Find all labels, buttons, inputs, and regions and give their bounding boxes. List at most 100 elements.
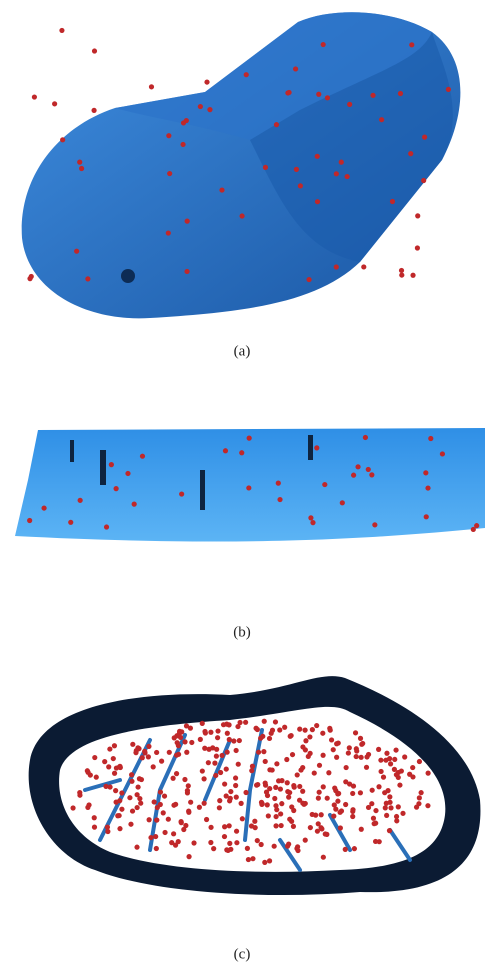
marker xyxy=(117,813,122,818)
marker xyxy=(300,744,305,749)
marker xyxy=(208,825,213,830)
marker xyxy=(79,166,84,171)
marker xyxy=(171,831,176,836)
marker xyxy=(286,90,291,95)
marker xyxy=(249,768,254,773)
marker xyxy=(105,825,110,830)
marker xyxy=(213,773,218,778)
marker xyxy=(369,801,374,806)
marker xyxy=(225,750,230,755)
marker xyxy=(181,120,186,125)
marker xyxy=(202,729,207,734)
marker xyxy=(125,471,130,476)
marker xyxy=(236,762,241,767)
marker xyxy=(331,814,336,819)
marker xyxy=(201,776,206,781)
marker xyxy=(274,122,279,127)
marker xyxy=(208,730,213,735)
marker xyxy=(373,821,378,826)
marker xyxy=(233,775,238,780)
marker xyxy=(92,825,97,830)
marker xyxy=(92,815,97,820)
marker xyxy=(394,814,399,819)
bone-sample-b xyxy=(15,428,485,541)
marker xyxy=(259,802,264,807)
marker xyxy=(166,133,171,138)
marker xyxy=(319,812,324,817)
marker xyxy=(361,264,366,269)
marker xyxy=(265,802,270,807)
marker xyxy=(263,759,268,764)
marker xyxy=(363,435,368,440)
marker xyxy=(382,790,387,795)
marker xyxy=(279,801,284,806)
marker xyxy=(360,741,365,746)
marker xyxy=(327,726,332,731)
marker xyxy=(383,805,388,810)
marker xyxy=(300,801,305,806)
marker xyxy=(322,482,327,487)
marker xyxy=(308,751,313,756)
marker xyxy=(234,795,239,800)
marker xyxy=(339,808,344,813)
marker xyxy=(388,761,393,766)
marker xyxy=(197,805,202,810)
marker xyxy=(274,761,279,766)
marker xyxy=(267,858,272,863)
marker xyxy=(138,801,143,806)
marker xyxy=(204,79,209,84)
marker xyxy=(207,107,212,112)
marker xyxy=(246,485,251,490)
marker xyxy=(29,274,34,279)
marker xyxy=(152,799,157,804)
marker xyxy=(200,721,205,726)
marker xyxy=(274,814,279,819)
marker xyxy=(129,772,134,777)
marker xyxy=(91,108,96,113)
marker xyxy=(161,810,166,815)
marker xyxy=(387,800,392,805)
marker xyxy=(224,793,229,798)
marker xyxy=(297,727,302,732)
marker xyxy=(400,811,405,816)
marker xyxy=(384,751,389,756)
marker xyxy=(334,755,339,760)
caption: (a) xyxy=(234,343,251,359)
marker xyxy=(184,723,189,728)
marker xyxy=(371,816,376,821)
marker xyxy=(224,847,229,852)
marker xyxy=(212,761,217,766)
marker xyxy=(303,738,308,743)
caption: (c) xyxy=(234,946,251,962)
marker xyxy=(243,790,248,795)
marker xyxy=(74,249,79,254)
marker xyxy=(60,137,65,142)
marker xyxy=(135,792,140,797)
marker xyxy=(440,451,445,456)
marker xyxy=(227,823,232,828)
marker xyxy=(59,28,64,33)
marker xyxy=(314,723,319,728)
marker xyxy=(321,784,326,789)
marker xyxy=(188,800,193,805)
marker xyxy=(399,272,404,277)
marker xyxy=(423,470,428,475)
marker xyxy=(383,758,388,763)
marker xyxy=(282,725,287,730)
marker xyxy=(335,799,340,804)
marker xyxy=(186,810,191,815)
marker xyxy=(261,749,266,754)
marker xyxy=(291,824,296,829)
marker xyxy=(378,758,383,763)
marker xyxy=(250,856,255,861)
marker xyxy=(113,788,118,793)
marker xyxy=(345,174,350,179)
pore xyxy=(100,450,106,485)
marker xyxy=(106,764,111,769)
marker xyxy=(140,454,145,459)
marker xyxy=(117,798,122,803)
marker xyxy=(321,855,326,860)
marker xyxy=(364,754,369,759)
marker xyxy=(239,450,244,455)
panel-b-render xyxy=(15,428,485,541)
